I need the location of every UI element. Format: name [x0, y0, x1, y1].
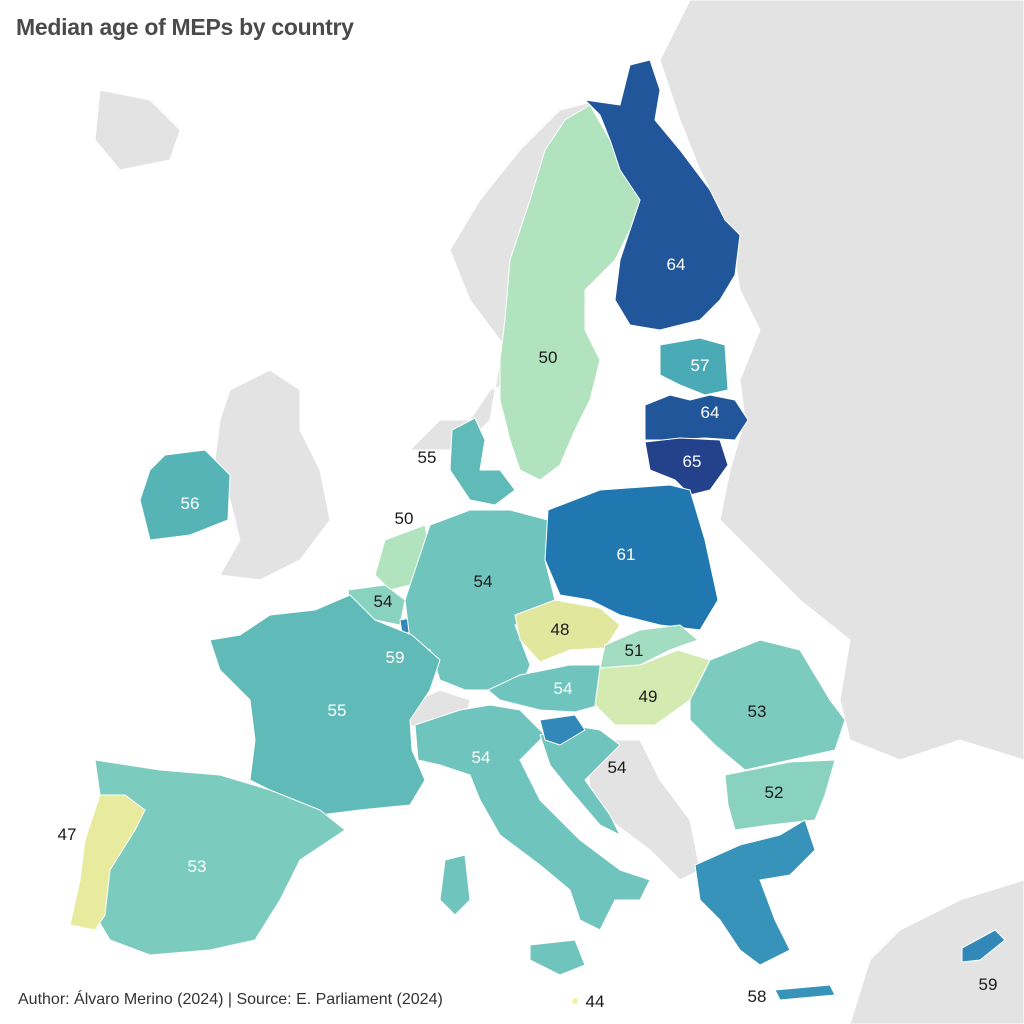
label-croatia: 54 — [608, 758, 627, 777]
label-belgium: 54 — [374, 592, 393, 611]
label-greece: 58 — [748, 987, 767, 1006]
country-sardinia[interactable] — [439, 854, 471, 916]
country-slovenia[interactable] — [539, 714, 586, 746]
country-italy[interactable] — [414, 704, 651, 931]
country-portugal[interactable] — [69, 794, 146, 931]
country-france[interactable] — [209, 594, 441, 816]
label-estonia: 57 — [691, 356, 710, 375]
country-germany[interactable] — [404, 509, 556, 691]
label-malta: 44 — [586, 992, 605, 1011]
label-spain: 53 — [188, 857, 207, 876]
label-lithuania: 65 — [683, 452, 702, 471]
country-sicily[interactable] — [529, 939, 586, 976]
label-poland: 61 — [617, 545, 636, 564]
label-france: 55 — [328, 701, 347, 720]
label-czechia: 48 — [551, 620, 570, 639]
label-finland: 64 — [667, 255, 686, 274]
country-ireland[interactable] — [139, 449, 231, 541]
label-bulgaria: 52 — [765, 783, 784, 802]
country-finland[interactable] — [584, 59, 741, 331]
source-credit: Author: Álvaro Merino (2024) | Source: E… — [18, 991, 443, 1008]
country-malta[interactable] — [571, 997, 579, 1005]
label-germany: 54 — [474, 572, 493, 591]
country-cyprus[interactable] — [961, 929, 1006, 963]
value-labels: 64 50 57 64 65 55 56 50 54 59 54 61 48 5… — [58, 255, 998, 1011]
label-slovakia: 51 — [625, 641, 644, 660]
eu-countries — [69, 59, 1006, 1005]
country-bulgaria[interactable] — [724, 759, 836, 831]
label-romania: 53 — [748, 702, 767, 721]
country-latvia[interactable] — [644, 394, 749, 441]
country-sweden[interactable] — [499, 104, 641, 481]
label-cyprus: 59 — [979, 975, 998, 994]
label-hungary: 49 — [639, 687, 658, 706]
page-title: Median age of MEPs by country — [16, 14, 354, 40]
label-italy: 54 — [472, 748, 491, 767]
label-luxembourg: 59 — [386, 648, 405, 667]
label-netherlands: 50 — [395, 509, 414, 528]
label-denmark: 55 — [418, 448, 437, 467]
label-ireland: 56 — [181, 494, 200, 513]
label-sweden: 50 — [539, 348, 558, 367]
country-estonia[interactable] — [659, 337, 729, 396]
country-greece[interactable] — [694, 819, 816, 966]
country-poland[interactable] — [544, 484, 719, 631]
non-eu-land — [94, 0, 1024, 1024]
country-lithuania[interactable] — [644, 437, 729, 496]
country-crete[interactable] — [774, 984, 836, 1001]
country-romania[interactable] — [689, 639, 846, 771]
label-austria: 54 — [554, 679, 573, 698]
label-portugal: 47 — [58, 825, 77, 844]
label-latvia: 64 — [701, 403, 720, 422]
country-denmark[interactable] — [449, 417, 516, 506]
country-croatia[interactable] — [539, 724, 621, 836]
